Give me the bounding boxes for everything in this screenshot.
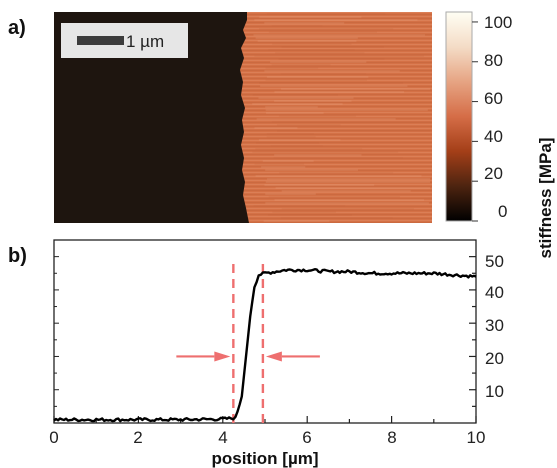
x-tick-label: 8 [387, 428, 396, 447]
scale-bar-label: 1 µm [126, 32, 164, 51]
y-tick-label: 10 [485, 382, 504, 401]
colorbar-tick-label: 100 [484, 13, 512, 32]
series-line [53, 268, 477, 423]
y-tick-label: 40 [485, 283, 504, 302]
y-tick-label: 50 [485, 252, 504, 271]
arrow-right-icon [214, 351, 231, 362]
x-axis-title: position [µm] [211, 449, 318, 468]
colorbar-tick-label: 60 [484, 89, 503, 108]
transition-markers [176, 264, 320, 423]
line-chart: 0 2 4 6 8 10 10 20 30 40 50 position [µm… [49, 239, 504, 468]
colorbar-tick-label: 80 [484, 51, 503, 70]
colorbar-tick-label: 20 [484, 164, 503, 183]
colorbar-ticks [472, 21, 478, 222]
scale-bar: 1 µm [61, 23, 188, 58]
colorbar-tick-label: 0 [498, 202, 507, 221]
panel-b-label: b) [8, 245, 27, 267]
colorbar: 100 80 60 40 20 0 [445, 11, 512, 222]
plot-frame [53, 239, 477, 424]
arrow-left-icon [265, 351, 282, 362]
x-tick-label: 0 [49, 428, 58, 447]
x-tick-label: 6 [302, 428, 311, 447]
y-tick-label: 30 [485, 316, 504, 335]
panel-a-label: a) [8, 17, 26, 39]
stiffness-axis-title: stiffness [MPa] [536, 138, 555, 259]
colorbar-gradient [445, 11, 473, 222]
scale-bar-line [77, 36, 124, 45]
y-tick-label: 20 [485, 349, 504, 368]
y-axis-ticks [54, 256, 476, 407]
colorbar-tick-label: 40 [484, 127, 503, 146]
x-tick-label: 2 [133, 428, 142, 447]
map-texture [252, 13, 430, 222]
x-tick-label: 4 [218, 428, 227, 447]
x-tick-label: 10 [467, 428, 486, 447]
